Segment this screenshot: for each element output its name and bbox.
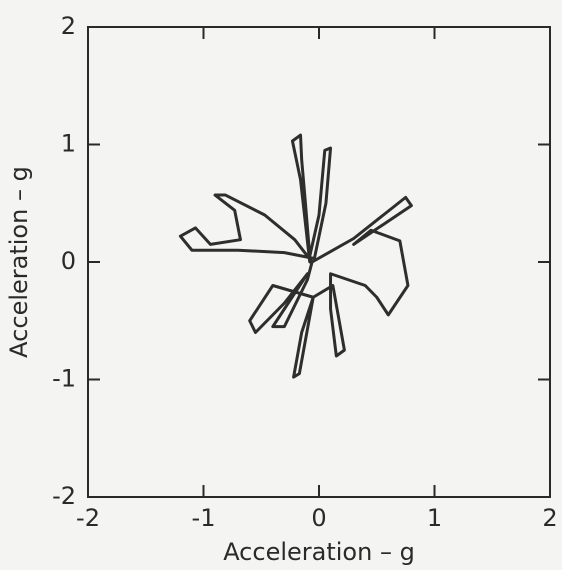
y-tick-label: 1: [61, 130, 76, 158]
x-tick-label: -2: [76, 504, 100, 532]
x-tick-label: 0: [311, 504, 326, 532]
plot-frame: [87, 26, 551, 498]
y-tick-label: -2: [52, 482, 76, 510]
x-tick-label: -1: [192, 504, 216, 532]
x-tick-label: 1: [427, 504, 442, 532]
y-axis-label: Acceleration – g: [5, 166, 33, 358]
x-axis-label: Acceleration – g: [223, 538, 415, 566]
trace-line: [178, 133, 413, 379]
y-tick-label: -1: [52, 365, 76, 393]
x-tick-label: 2: [542, 504, 557, 532]
y-tick-label: 2: [61, 12, 76, 40]
y-tick-label: 0: [61, 247, 76, 275]
